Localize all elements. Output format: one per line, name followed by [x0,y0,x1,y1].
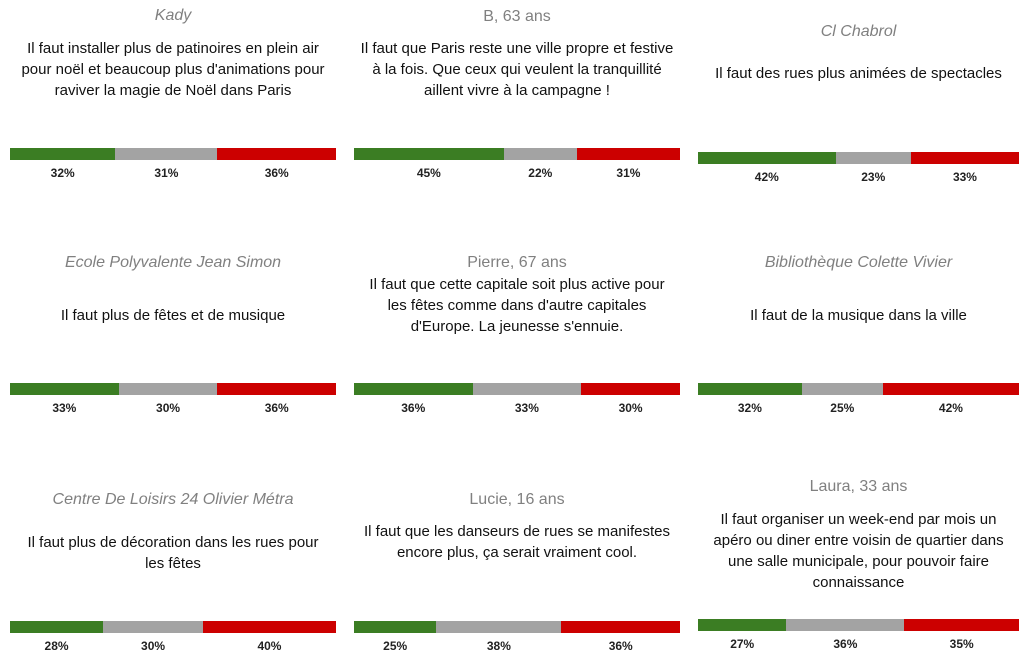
percent-label: 30% [141,639,166,653]
bar-segment [910,152,1019,164]
bar-segment [801,383,883,395]
bar-segment [561,621,680,633]
bar-segment [217,148,336,160]
bar-segment [354,148,504,160]
bar-segment [354,383,473,395]
percent-label: 32% [737,401,762,415]
bar-segment [202,621,336,633]
bar-segment [904,619,1019,631]
quote: Il faut que Paris reste une ville propre… [360,40,674,99]
bar-segment [436,621,562,633]
bar-segment [354,621,437,633]
bar-segment [10,383,119,395]
percent-label: 33% [952,170,977,184]
bar-segment [576,148,680,160]
bar-segment [581,383,680,395]
quote: Il faut que cette capitale soit plus act… [369,276,665,335]
percent-label: 30% [618,401,643,415]
percent-label: 38% [486,639,511,653]
bar-segment [10,621,104,633]
percent-label: 27% [730,637,755,651]
author: Lucie, 16 ans [469,491,565,508]
percent-label: 28% [44,639,69,653]
quote: Il faut plus de fêtes et de musique [60,307,286,324]
percent-label: 30% [156,401,181,415]
quote: Il faut plus de décoration dans les rues… [27,534,319,572]
percent-label: 35% [949,637,974,651]
author: B, 63 ans [483,8,551,25]
bar-segment [835,152,911,164]
percent-label: 33% [52,401,77,415]
percent-label: 42% [754,170,779,184]
author: Centre De Loisirs 24 Olivier Métra [52,491,294,508]
percent-label: 36% [264,166,289,180]
bar-segment [217,383,336,395]
percent-label: 42% [938,401,963,415]
bar-segment [786,619,905,631]
percent-label: 22% [528,166,553,180]
percent-label: 36% [401,401,426,415]
percent-label: 45% [416,166,441,180]
percent-label: 36% [608,639,633,653]
quote: Il faut des rues plus animées de spectac… [715,65,1002,82]
bar-segment [503,148,577,160]
percent-label: 25% [383,639,408,653]
author: Laura, 33 ans [809,478,908,495]
percent-label: 40% [257,639,282,653]
bar-segment [115,148,218,160]
percent-label: 31% [154,166,179,180]
quote: Il faut organiser un week-end par mois u… [713,511,1004,591]
percent-label: 36% [264,401,289,415]
bar-segment [10,148,116,160]
percent-label: 33% [514,401,539,415]
percent-label: 31% [616,166,641,180]
bar-segment [698,619,787,631]
percent-label: 25% [830,401,855,415]
bar-segment [698,383,802,395]
percent-label: 32% [50,166,75,180]
percent-label: 36% [833,637,858,651]
author: Ecole Polyvalente Jean Simon [64,254,282,271]
percent-label: 23% [861,170,886,184]
author: Kady [154,7,192,24]
quote: Il faut que les danseurs de rues se mani… [363,523,670,561]
bar-segment [472,383,582,395]
bar-segment [882,383,1019,395]
bar-segment [103,621,203,633]
quote: Il faut installer plus de patinoires en … [21,40,325,99]
author: Pierre, 67 ans [467,254,567,271]
author: Bibliothèque Colette Vivier [764,254,953,271]
bar-segment [698,152,836,164]
author: Cl Chabrol [820,23,897,40]
bar-segment [118,383,218,395]
quote: Il faut de la musique dans la ville [750,307,967,324]
